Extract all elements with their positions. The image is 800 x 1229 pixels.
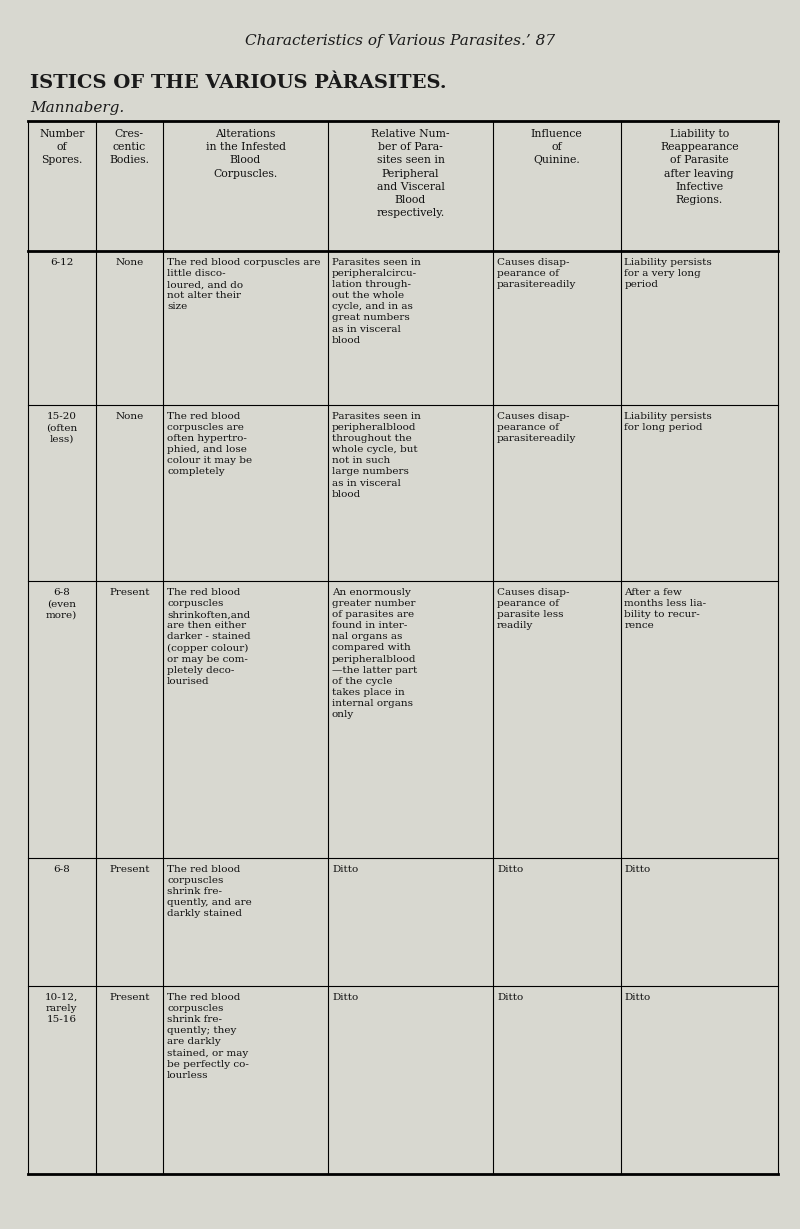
- Text: The red blood corpuscles are
little disco-
loured, and do
not alter their
size: The red blood corpuscles are little disc…: [167, 258, 321, 311]
- Text: 6-8
(even
more): 6-8 (even more): [46, 587, 78, 619]
- Text: 15-20
(often
less): 15-20 (often less): [46, 412, 78, 444]
- Text: Alterations
in the Infested
Blood
Corpuscles.: Alterations in the Infested Blood Corpus…: [206, 129, 286, 178]
- Text: Number
of
Spores.: Number of Spores.: [39, 129, 85, 166]
- Text: Liability to
Reappearance
of Parasite
after leaving
Infective
Regions.: Liability to Reappearance of Parasite af…: [660, 129, 738, 205]
- Text: Causes disap-
pearance of
parasite less
readily: Causes disap- pearance of parasite less …: [497, 587, 570, 630]
- Text: Influence
of
Quinine.: Influence of Quinine.: [531, 129, 582, 166]
- Text: Relative Num-
ber of Para-
sites seen in
Peripheral
and Visceral
Blood
respectiv: Relative Num- ber of Para- sites seen in…: [371, 129, 450, 219]
- Text: Liability persists
for long period: Liability persists for long period: [625, 412, 712, 433]
- Text: None: None: [115, 412, 143, 422]
- Text: None: None: [115, 258, 143, 267]
- Text: The red blood
corpuscles
shrink fre-
quently; they
are darkly
stained, or may
be: The red blood corpuscles shrink fre- que…: [167, 993, 249, 1080]
- Text: Ditto: Ditto: [497, 993, 523, 1002]
- Text: Causes disap-
pearance of
parasitereadily: Causes disap- pearance of parasitereadil…: [497, 412, 576, 444]
- Text: Ditto: Ditto: [332, 865, 358, 874]
- Text: Characteristics of Various Parasites.’ 87: Characteristics of Various Parasites.’ 8…: [245, 34, 555, 48]
- Text: The red blood
corpuscles
shrink fre-
quently, and are
darkly stained: The red blood corpuscles shrink fre- que…: [167, 865, 252, 918]
- Text: Parasites seen in
peripheralblood
throughout the
whole cycle, but
not in such
la: Parasites seen in peripheralblood throug…: [332, 412, 421, 499]
- Text: Ditto: Ditto: [497, 865, 523, 874]
- Text: Ditto: Ditto: [332, 993, 358, 1002]
- Text: 10-12,
rarely
15-16: 10-12, rarely 15-16: [45, 993, 78, 1024]
- Text: Present: Present: [109, 865, 150, 874]
- Text: 6-8: 6-8: [54, 865, 70, 874]
- Text: Ditto: Ditto: [625, 993, 650, 1002]
- Text: After a few
months less lia-
bility to recur-
rence: After a few months less lia- bility to r…: [625, 587, 706, 630]
- Text: Ditto: Ditto: [625, 865, 650, 874]
- Text: Cres-
centic
Bodies.: Cres- centic Bodies.: [110, 129, 150, 166]
- Text: Mannaberg.: Mannaberg.: [30, 101, 124, 116]
- Text: Parasites seen in
peripheralcircu-
lation through-
out the whole
cycle, and in a: Parasites seen in peripheralcircu- latio…: [332, 258, 421, 344]
- Text: Present: Present: [109, 587, 150, 597]
- Text: An enormously
greater number
of parasites are
found in inter-
nal organs as
comp: An enormously greater number of parasite…: [332, 587, 418, 719]
- Text: ISTICS OF THE VARIOUS PÀRASITES.: ISTICS OF THE VARIOUS PÀRASITES.: [30, 74, 446, 92]
- Text: Causes disap-
pearance of
parasitereadily: Causes disap- pearance of parasitereadil…: [497, 258, 576, 289]
- Text: Present: Present: [109, 993, 150, 1002]
- Text: 6-12: 6-12: [50, 258, 74, 267]
- Text: Liability persists
for a very long
period: Liability persists for a very long perio…: [625, 258, 712, 289]
- Text: The red blood
corpuscles
shrinkoften,and
are then either
darker - stained
(coppe: The red blood corpuscles shrinkoften,and…: [167, 587, 250, 686]
- Text: The red blood
corpuscles are
often hypertro-
phied, and lose
colour it may be
co: The red blood corpuscles are often hyper…: [167, 412, 252, 477]
